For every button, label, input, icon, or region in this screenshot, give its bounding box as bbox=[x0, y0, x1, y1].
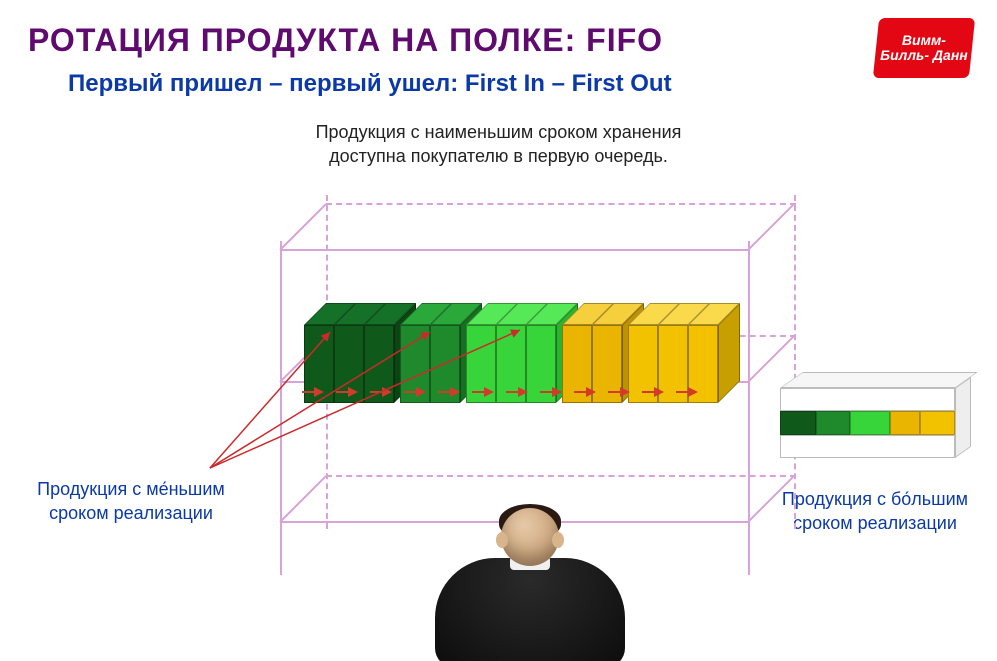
swatch-segment bbox=[920, 411, 955, 434]
swatch-segment bbox=[816, 411, 850, 434]
description-line-1: Продукция с наименьшим сроком хранения bbox=[0, 120, 997, 144]
flow-arrow-icon bbox=[654, 387, 664, 397]
layer-swatch-diagram bbox=[780, 388, 955, 458]
swatch-segment bbox=[780, 411, 816, 434]
flow-arrow-icon bbox=[314, 387, 324, 397]
flow-arrow-icon bbox=[484, 387, 494, 397]
person-silhouette bbox=[430, 508, 630, 661]
description-line-2: доступна покупателю в первую очередь. bbox=[0, 144, 997, 168]
brand-logo-text: Вимм- Билль- Данн bbox=[880, 33, 968, 64]
caption-left-line-1: Продукция с ме́ньшим bbox=[6, 477, 256, 501]
slide-subtitle: Первый пришел – первый ушел: First In – … bbox=[68, 70, 672, 98]
caption-left-line-2: сроком реализации bbox=[6, 501, 256, 525]
swatch-segment bbox=[850, 411, 890, 434]
flow-arrow-icon bbox=[382, 387, 392, 397]
slide-title: РОТАЦИЯ ПРОДУКТА НА ПОЛКЕ: FIFO bbox=[28, 22, 663, 59]
flow-arrow-icon bbox=[688, 387, 698, 397]
brand-logo: Вимм- Билль- Данн bbox=[873, 18, 975, 78]
flow-arrow-icon bbox=[620, 387, 630, 397]
flow-arrow-icon bbox=[450, 387, 460, 397]
flow-arrow-icon bbox=[586, 387, 596, 397]
swatch-segment bbox=[890, 411, 920, 434]
flow-arrow-icon bbox=[552, 387, 562, 397]
flow-arrow-icon bbox=[348, 387, 358, 397]
flow-arrow-icon bbox=[518, 387, 528, 397]
flow-arrow-icon bbox=[416, 387, 426, 397]
